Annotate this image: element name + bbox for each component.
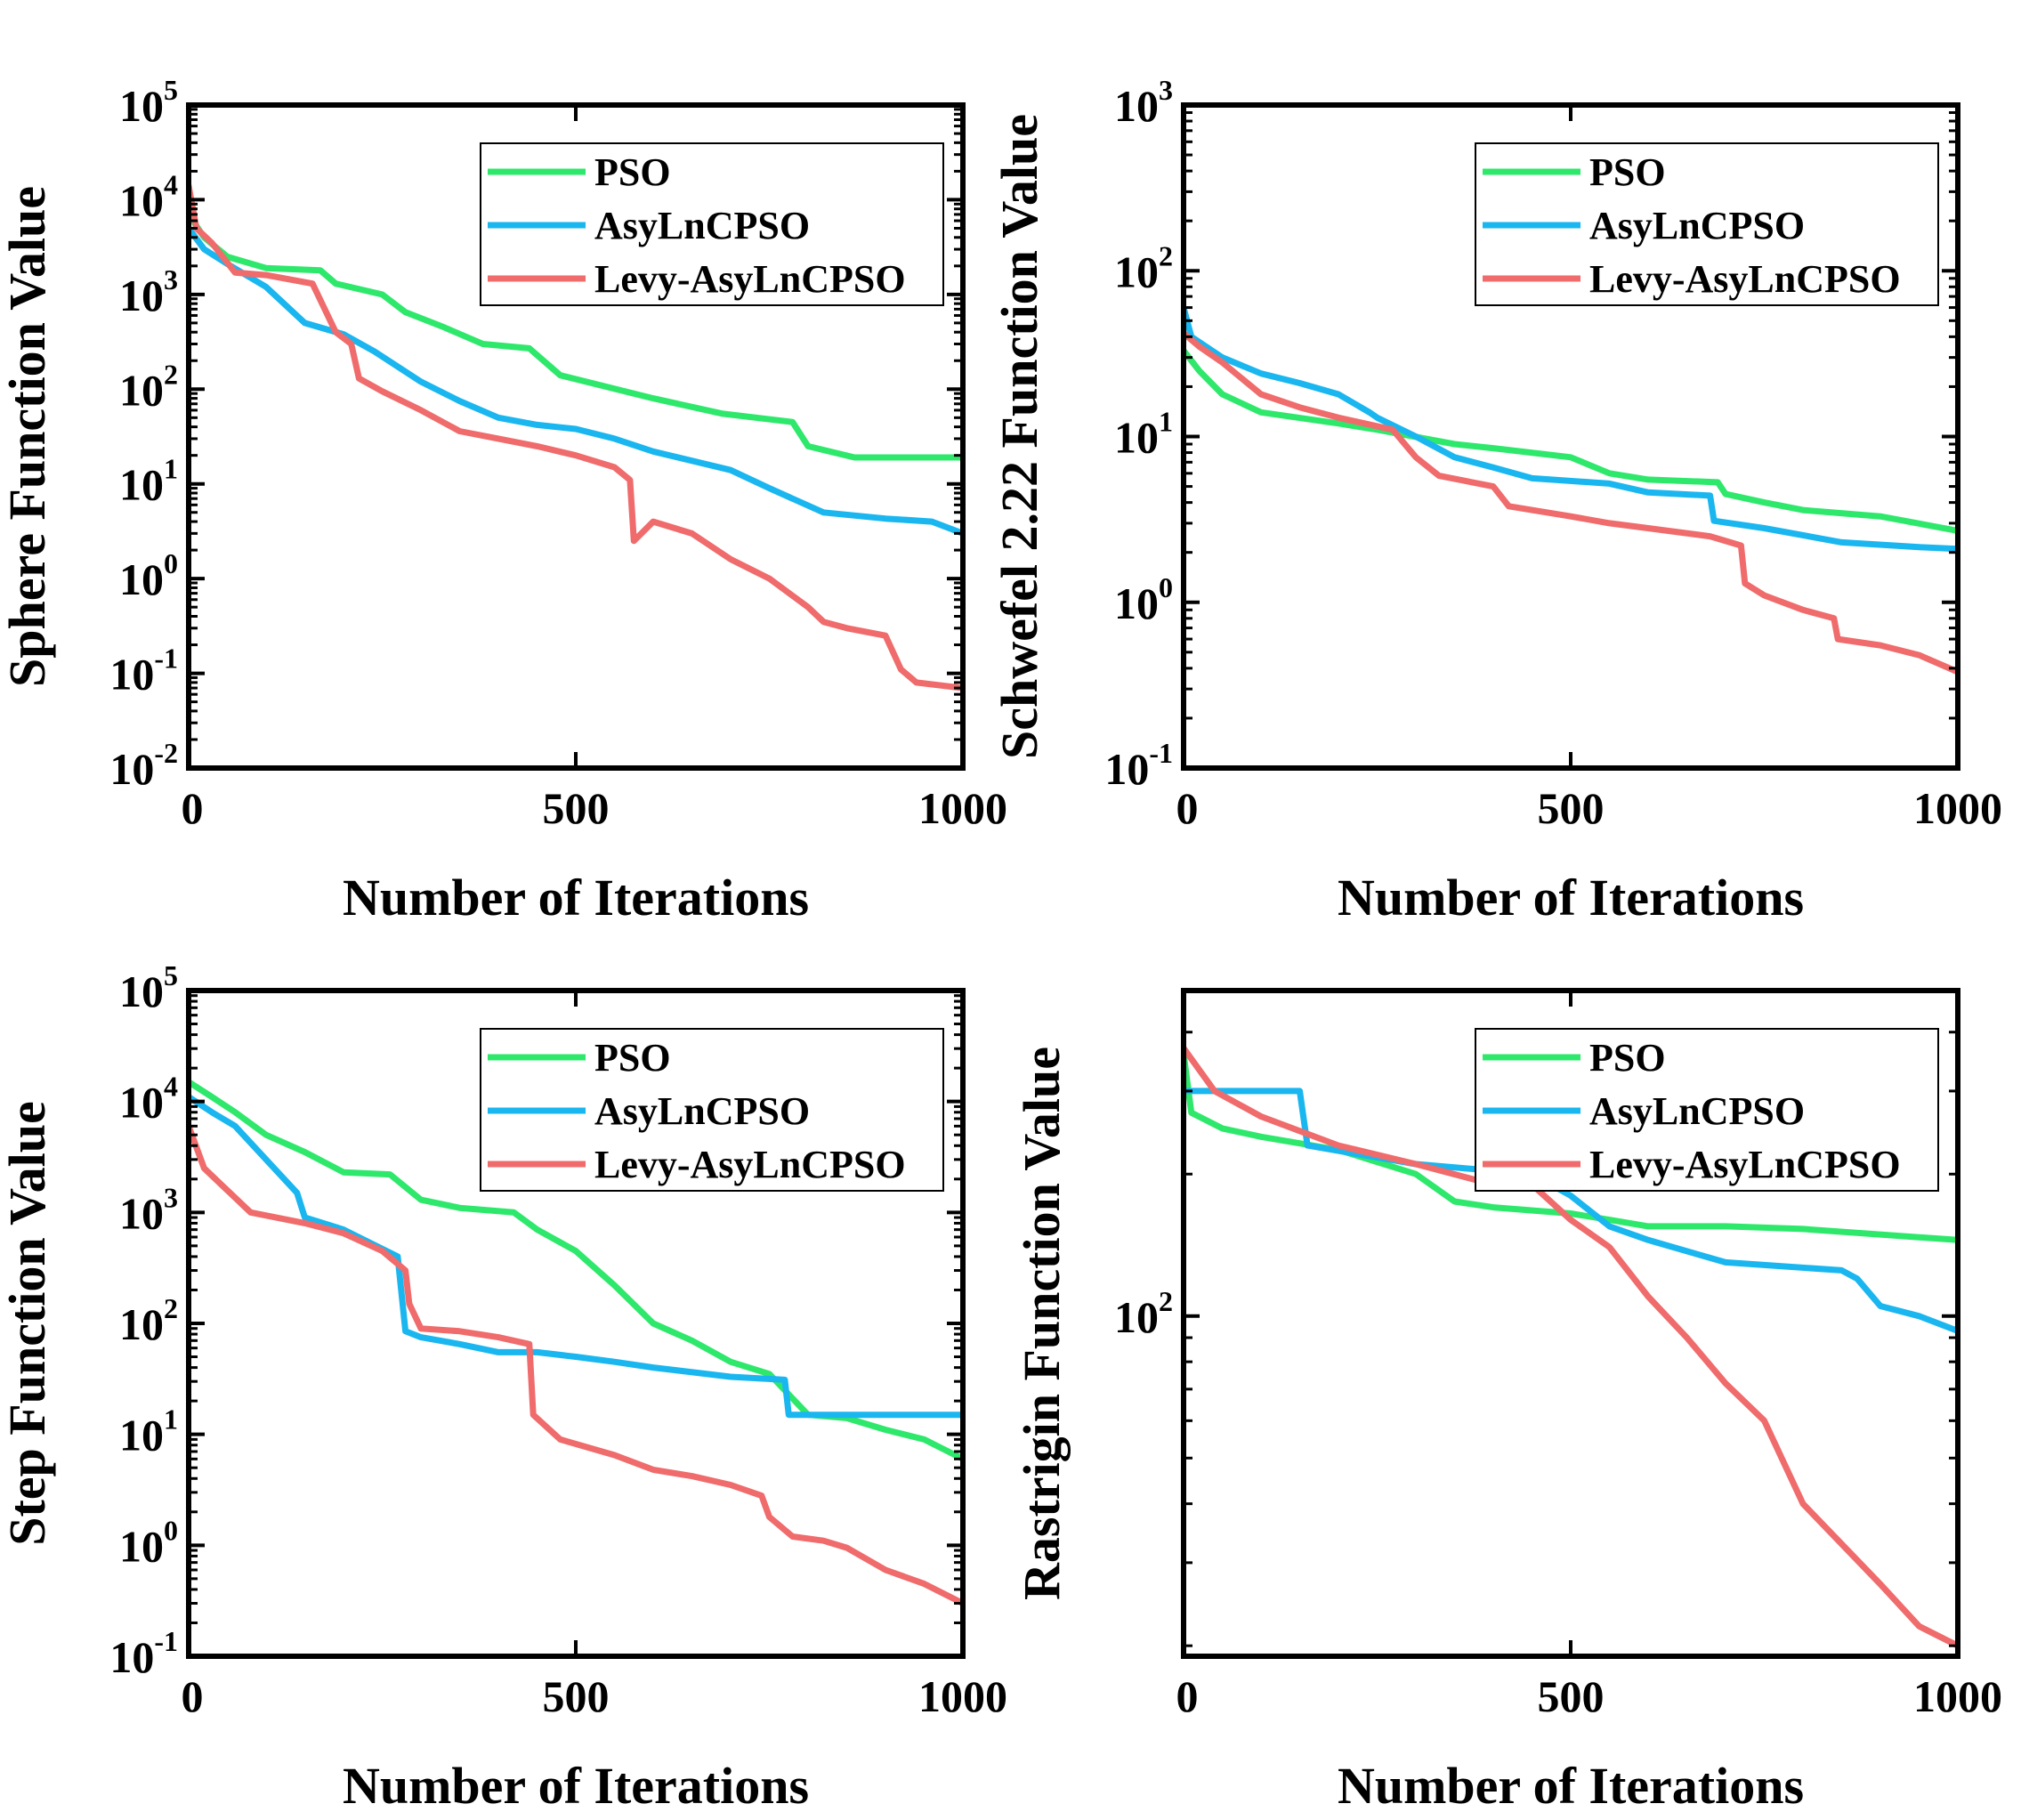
y-axis-title: Sphere Function Value <box>0 186 56 687</box>
legend: PSO AsyLnCPSO Levy-AsyLnCPSO <box>480 1028 944 1192</box>
x-tick-label: 1000 <box>918 783 1007 833</box>
y-tick-label: 105 <box>119 959 178 1016</box>
y-minor-ticks <box>189 108 963 741</box>
y-tick-label: 102 <box>1114 1285 1173 1342</box>
x-tick-label: 0 <box>182 783 204 833</box>
legend-label: Levy-AsyLnCPSO <box>1589 257 1901 301</box>
x-tick-label: 0 <box>1176 1671 1199 1721</box>
legend-label: AsyLnCPSO <box>1589 204 1805 247</box>
legend-label: Levy-AsyLnCPSO <box>594 1143 906 1186</box>
series-line-asylncpso <box>1184 304 1958 553</box>
x-axis-title: Number of Iterations <box>343 1757 809 1815</box>
y-tick-label: 104 <box>119 1071 178 1128</box>
legend-label: PSO <box>1589 1036 1666 1080</box>
chart-panel-4: 102 0 500 1000 Number of Iterations Rastrigin… <box>1013 988 2002 1815</box>
chart-panel-1: 10-2 10-1 100 101 102 103 104 105 0 500 1000 Number… <box>0 74 1007 926</box>
y-axis-title: Step Function Value <box>0 1101 56 1546</box>
legend-label: AsyLnCPSO <box>594 1089 810 1133</box>
legend: PSO AsyLnCPSO Levy-AsyLnCPSO <box>480 142 944 306</box>
series-line-asylncpso <box>1184 1088 1958 1334</box>
series-line-levy-asylncpso <box>189 1122 963 1606</box>
x-axis-title: Number of Iterations <box>1338 1757 1804 1815</box>
x-tick-label: 500 <box>543 783 610 833</box>
y-tick-label: 104 <box>119 168 178 225</box>
x-tick-label: 1000 <box>918 1671 1007 1721</box>
series-line-pso <box>1184 1050 1958 1243</box>
y-tick-label: 10-1 <box>1104 737 1173 794</box>
legend-label: Levy-AsyLnCPSO <box>594 257 906 301</box>
y-axis-title: Rastrigin Function Value <box>1013 1047 1071 1600</box>
y-tick-label: 10-1 <box>109 643 178 700</box>
x-tick-label: 0 <box>182 1671 204 1721</box>
legend-label: Levy-AsyLnCPSO <box>1589 1143 1901 1186</box>
x-axis-title: Number of Iterations <box>343 869 809 926</box>
y-tick-label: 101 <box>119 453 178 510</box>
legend: PSO AsyLnCPSO Levy-AsyLnCPSO <box>1475 1028 1939 1192</box>
y-tick-label: 103 <box>1114 74 1173 131</box>
legend-label: PSO <box>594 1036 671 1080</box>
y-tick-label: 10-2 <box>109 737 178 794</box>
y-axis-title: Schwefel 2.22 Function Value <box>990 114 1048 759</box>
y-tick-label: 101 <box>119 1403 178 1460</box>
y-minor-ticks <box>1184 1031 1958 1647</box>
series-line-asylncpso <box>189 225 963 537</box>
x-tick-label: 1000 <box>1913 1671 2002 1721</box>
y-tick-label: 100 <box>119 1514 178 1571</box>
y-tick-label: 105 <box>119 74 178 131</box>
chart-panel-2: 10-1 100 101 102 103 0 500 1000 Number of Iterat… <box>990 74 2002 926</box>
x-tick-label: 500 <box>543 1671 610 1721</box>
series-line-levy-asylncpso <box>1184 329 1958 675</box>
y-tick-label: 103 <box>119 263 178 320</box>
y-tick-label: 101 <box>1114 406 1173 463</box>
x-tick-label: 1000 <box>1913 783 2002 833</box>
series-line-pso <box>189 211 963 461</box>
y-tick-label: 102 <box>119 1292 178 1349</box>
x-axis-title: Number of Iterations <box>1338 869 1804 926</box>
y-minor-ticks <box>1184 111 1958 720</box>
legend: PSO AsyLnCPSO Levy-AsyLnCPSO <box>1475 142 1939 306</box>
series-line-asylncpso <box>189 1094 963 1419</box>
series-line-levy-asylncpso <box>189 182 963 692</box>
y-tick-label: 103 <box>119 1181 178 1238</box>
y-tick-label: 102 <box>119 358 178 415</box>
chart-panel-3: 10-1 100 101 102 103 104 105 0 500 1000 Number of … <box>0 959 1007 1815</box>
legend-label: AsyLnCPSO <box>1589 1089 1805 1133</box>
y-tick-label: 100 <box>119 547 178 604</box>
series-line-pso <box>1184 347 1958 534</box>
x-tick-label: 500 <box>1538 783 1605 833</box>
x-tick-label: 0 <box>1176 783 1199 833</box>
y-tick-label: 100 <box>1114 571 1173 628</box>
y-tick-label: 102 <box>1114 239 1173 296</box>
y-tick-label: 10-1 <box>109 1625 178 1682</box>
legend-label: AsyLnCPSO <box>594 204 810 247</box>
x-tick-label: 500 <box>1538 1671 1605 1721</box>
y-minor-ticks <box>189 994 963 1624</box>
legend-label: PSO <box>1589 150 1666 194</box>
legend-label: PSO <box>594 150 671 194</box>
series-line-levy-asylncpso <box>1184 1045 1958 1649</box>
